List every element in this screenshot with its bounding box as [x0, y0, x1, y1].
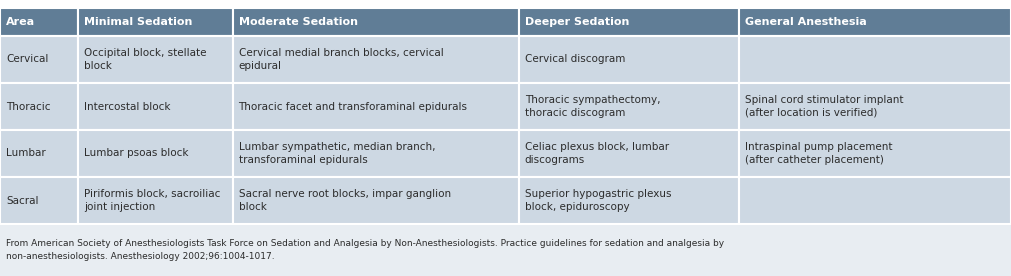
Text: Moderate Sedation: Moderate Sedation [239, 17, 358, 27]
Text: From American Society of Anesthesiologists Task Force on Sedation and Analgesia : From American Society of Anesthesiologis… [6, 239, 724, 261]
Text: Celiac plexus block, lumbar
discograms: Celiac plexus block, lumbar discograms [525, 142, 668, 165]
Text: Cervical medial branch blocks, cervical
epidural: Cervical medial branch blocks, cervical … [239, 48, 443, 71]
Text: Minimal Sedation: Minimal Sedation [84, 17, 192, 27]
Text: Superior hypogastric plexus
block, epiduroscopy: Superior hypogastric plexus block, epidu… [525, 189, 671, 212]
Text: Lumbar sympathetic, median branch,
transforaminal epidurals: Lumbar sympathetic, median branch, trans… [239, 142, 435, 165]
Text: Cervical: Cervical [6, 54, 49, 65]
Text: Lumbar psoas block: Lumbar psoas block [84, 148, 188, 158]
Text: Lumbar: Lumbar [6, 148, 45, 158]
Text: Sacral nerve root blocks, impar ganglion
block: Sacral nerve root blocks, impar ganglion… [239, 189, 451, 212]
Text: Spinal cord stimulator implant
(after location is verified): Spinal cord stimulator implant (after lo… [745, 95, 904, 118]
Text: Deeper Sedation: Deeper Sedation [525, 17, 629, 27]
Text: Cervical discogram: Cervical discogram [525, 54, 625, 65]
Text: Thoracic facet and transforaminal epidurals: Thoracic facet and transforaminal epidur… [239, 102, 467, 112]
Text: Thoracic sympathectomy,
thoracic discogram: Thoracic sympathectomy, thoracic discogr… [525, 95, 660, 118]
Text: Intercostal block: Intercostal block [84, 102, 170, 112]
Text: General Anesthesia: General Anesthesia [745, 17, 866, 27]
Text: Sacral: Sacral [6, 195, 38, 206]
Text: Piriformis block, sacroiliac
joint injection: Piriformis block, sacroiliac joint injec… [84, 189, 220, 212]
Text: Intraspinal pump placement
(after catheter placement): Intraspinal pump placement (after cathet… [745, 142, 893, 165]
Text: Area: Area [6, 17, 35, 27]
Text: Thoracic: Thoracic [6, 102, 51, 112]
Text: Occipital block, stellate
block: Occipital block, stellate block [84, 48, 206, 71]
